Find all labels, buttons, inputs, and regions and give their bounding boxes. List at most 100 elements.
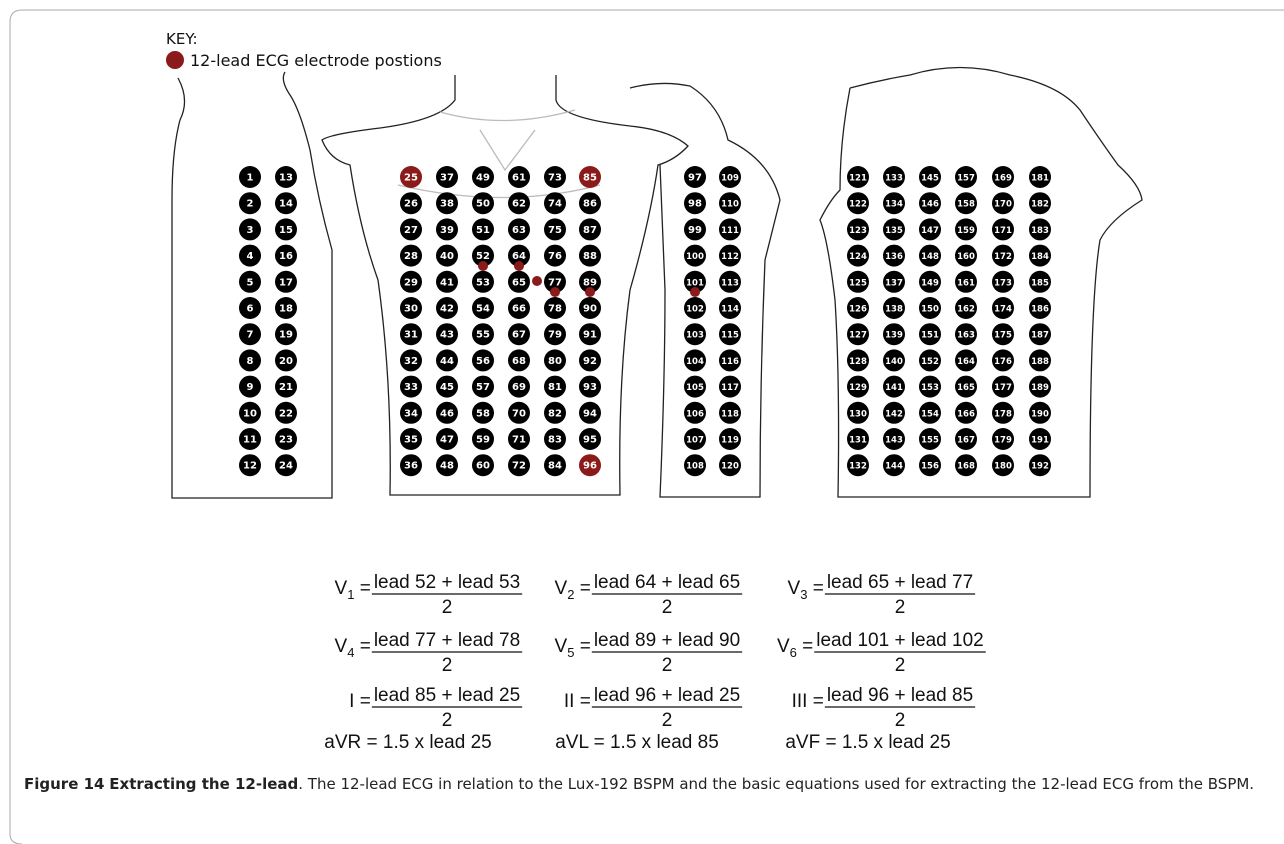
electrode-label: 182	[1031, 200, 1049, 210]
electrode-label: 92	[583, 356, 597, 367]
electrode-label: 80	[548, 356, 562, 367]
electrode-label: 76	[548, 251, 562, 262]
lhs-subscript: 1	[347, 587, 354, 602]
augmented-equation: aVR = 1.5 x lead 25	[324, 732, 491, 753]
electrode-label: 105	[686, 383, 704, 393]
electrode-label: 177	[994, 383, 1012, 393]
electrode-label: 144	[885, 462, 903, 472]
equals: =	[354, 636, 370, 657]
electrode-label: 55	[476, 330, 490, 341]
electrode-label: 151	[921, 331, 939, 341]
electrode-label: 6	[247, 304, 254, 315]
electrode-label: 142	[885, 409, 903, 419]
lhs-subscript: 6	[790, 645, 797, 660]
electrode-label: 124	[849, 252, 867, 262]
electrode-label: 111	[721, 226, 739, 236]
electrode-label: 158	[957, 200, 975, 210]
electrode-label: 64	[512, 251, 526, 262]
equation-lhs: III =	[792, 691, 824, 712]
key-title: KEY:	[166, 30, 198, 48]
electrode-label: 44	[440, 356, 454, 367]
equation-lhs: V1 =	[335, 578, 371, 602]
equation-lhs: I =	[349, 691, 371, 712]
electrode-label: 34	[404, 408, 418, 419]
electrode-label: 90	[583, 304, 597, 315]
equals: =	[574, 691, 590, 712]
key-legend: 12-lead ECG electrode postions	[190, 51, 442, 70]
figure: KEY: 12-lead ECG electrode postions 1234…	[0, 0, 1284, 844]
electrode-label: 98	[688, 199, 702, 210]
equation-lhs: V2 =	[555, 578, 591, 602]
denominator: 2	[662, 710, 673, 731]
electrode-label: 82	[548, 408, 562, 419]
electrode-label: 50	[476, 199, 490, 210]
numerator: lead 101 + lead 102	[816, 630, 983, 651]
denominator: 2	[662, 655, 673, 676]
electrode-label: 65	[512, 277, 526, 288]
electrode-label: 18	[279, 304, 293, 315]
electrode-label: 128	[849, 357, 867, 367]
numerator: lead 65 + lead 77	[827, 572, 973, 593]
augmented-equation: aVF = 1.5 x lead 25	[785, 732, 950, 753]
lhs-symbol: V	[555, 578, 568, 599]
electrode-label: 146	[921, 200, 939, 210]
equation-lhs: V4 =	[335, 636, 371, 660]
electrode-label: 68	[512, 356, 526, 367]
electrode-label: 66	[512, 304, 526, 315]
electrode-label: 114	[721, 305, 739, 315]
electrode-label: 123	[849, 226, 867, 236]
electrode-label: 39	[440, 225, 454, 236]
electrode-label: 86	[583, 199, 597, 210]
electrode-label: 1	[247, 173, 254, 184]
electrode-label: 157	[957, 174, 975, 184]
electrode-label: 113	[721, 278, 739, 288]
equation-lhs: II =	[564, 691, 591, 712]
electrode-label: 118	[721, 409, 739, 419]
electrode-label: 136	[885, 252, 903, 262]
electrode-label: 79	[548, 330, 562, 341]
electrode-label: 70	[512, 408, 526, 419]
electrode-label: 164	[957, 357, 975, 367]
electrode-label: 46	[440, 408, 454, 419]
numerator: lead 85 + lead 25	[374, 685, 520, 706]
electrode-label: 22	[279, 408, 293, 419]
electrode-label: 161	[957, 278, 975, 288]
lhs-symbol: V	[777, 636, 790, 657]
electrode-label: 119	[721, 436, 739, 446]
electrode-label: 154	[921, 409, 939, 419]
numerator: lead 52 + lead 53	[374, 572, 520, 593]
page: KEY: 12-lead ECG electrode postions 1234…	[0, 0, 1284, 844]
electrode-label: 102	[686, 305, 704, 315]
numerator: lead 64 + lead 65	[594, 572, 740, 593]
equation-lhs: V3 =	[788, 578, 824, 602]
electrode-label: 180	[994, 462, 1012, 472]
electrode-label: 122	[849, 200, 867, 210]
electrode-label: 7	[247, 330, 254, 341]
electrode-label: 4	[247, 251, 254, 262]
electrode-label: 100	[686, 252, 704, 262]
denominator: 2	[442, 710, 453, 731]
electrode-label: 189	[1031, 383, 1049, 393]
electrode-label: 33	[404, 382, 418, 393]
lhs-subscript: 3	[800, 587, 807, 602]
electrode-label: 183	[1031, 226, 1049, 236]
electrode-label: 62	[512, 199, 526, 210]
electrode-label: 167	[957, 436, 975, 446]
v4-dot	[550, 287, 560, 297]
equals: =	[354, 691, 370, 712]
denominator: 2	[442, 597, 453, 618]
electrode-label: 172	[994, 252, 1012, 262]
lhs-symbol: III	[792, 691, 808, 712]
caption-text: . The 12-lead ECG in relation to the Lux…	[298, 775, 1254, 793]
electrode-label: 184	[1031, 252, 1049, 262]
electrode-label: 23	[279, 435, 293, 446]
electrode-label: 153	[921, 383, 939, 393]
electrode-label: 38	[440, 199, 454, 210]
electrode-label: 178	[994, 409, 1012, 419]
v1-dot	[478, 261, 488, 271]
electrode-label: 103	[686, 331, 704, 341]
electrode-label: 11	[243, 435, 257, 446]
electrode-label: 176	[994, 357, 1012, 367]
electrode-label: 173	[994, 278, 1012, 288]
caption-title: Extracting the 12-lead	[109, 775, 298, 793]
